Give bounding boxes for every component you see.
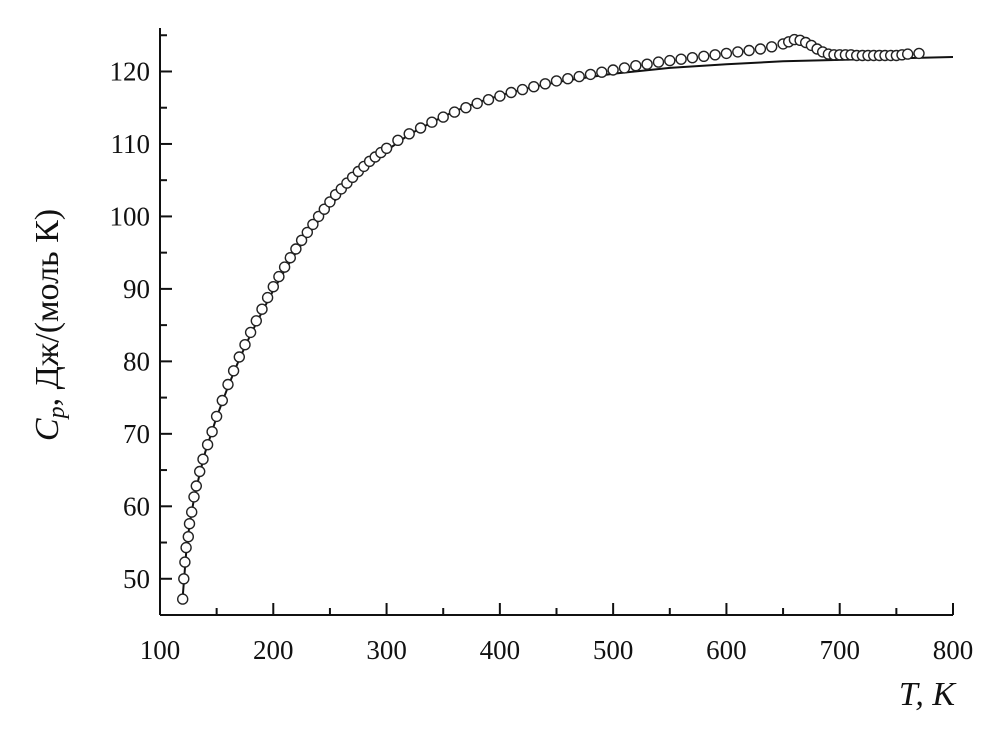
data-point xyxy=(307,218,319,231)
data-point xyxy=(754,43,767,55)
data-point xyxy=(596,66,608,78)
data-point xyxy=(675,53,687,65)
data-point xyxy=(206,426,218,438)
data-point xyxy=(318,203,330,215)
data-point xyxy=(227,365,240,377)
data-point xyxy=(550,75,563,87)
data-point xyxy=(284,252,296,264)
data-points-group xyxy=(176,33,925,605)
x-tick-label: 300 xyxy=(366,635,407,665)
data-point xyxy=(278,261,291,273)
data-point xyxy=(380,142,393,155)
data-point xyxy=(183,518,196,530)
data-point xyxy=(709,49,721,61)
data-point xyxy=(720,47,733,60)
data-point xyxy=(686,52,699,64)
data-point xyxy=(539,78,551,90)
fit-curve xyxy=(181,56,954,597)
data-point xyxy=(414,122,427,134)
y-axis-title-subscript: p xyxy=(44,406,70,420)
data-point xyxy=(178,573,190,585)
fit-curve-group xyxy=(181,56,954,597)
data-point xyxy=(584,68,597,81)
x-tick-label: 500 xyxy=(593,635,634,665)
data-point xyxy=(190,480,203,492)
ticks: 100 200 300 400 500 600 700 800 50 60 70 80 90 100 110… xyxy=(110,34,974,665)
y-axis-title: Cp, Дж/(моль К) xyxy=(29,209,70,441)
data-point xyxy=(256,303,268,315)
data-point xyxy=(743,44,755,57)
data-point xyxy=(902,48,914,60)
data-point xyxy=(185,506,198,518)
data-point xyxy=(630,59,642,72)
data-point xyxy=(482,93,495,106)
data-point xyxy=(182,531,195,543)
data-point xyxy=(295,234,308,247)
y-tick-label: 90 xyxy=(123,274,150,304)
x-tick-label: 100 xyxy=(140,635,181,665)
y-tick-label: 80 xyxy=(123,346,150,376)
x-tick-label: 400 xyxy=(480,635,521,665)
x-tick-label: 600 xyxy=(706,635,747,665)
data-point xyxy=(197,453,209,465)
data-point xyxy=(766,41,778,53)
data-point xyxy=(201,439,214,451)
data-point xyxy=(652,56,665,68)
x-axis-title-symbol: T xyxy=(899,676,920,713)
data-point xyxy=(607,64,619,76)
data-point xyxy=(180,541,192,554)
data-point xyxy=(239,339,251,351)
y-tick-label: 100 xyxy=(110,201,151,231)
data-point xyxy=(392,134,404,147)
data-point xyxy=(250,315,262,327)
x-tick-label: 700 xyxy=(819,635,860,665)
data-point xyxy=(244,326,257,339)
x-tick-label: 200 xyxy=(253,635,294,665)
axes xyxy=(159,28,953,616)
data-point xyxy=(233,351,246,363)
data-point xyxy=(664,54,676,67)
data-point xyxy=(618,62,631,74)
data-point xyxy=(562,72,574,85)
y-tick-label: 60 xyxy=(123,491,150,521)
data-point xyxy=(437,111,449,123)
x-axis-title: T, K xyxy=(899,676,957,713)
data-point xyxy=(505,86,517,99)
data-point xyxy=(176,593,189,605)
y-tick-label: 70 xyxy=(123,419,150,449)
x-axis-title-unit: , K xyxy=(915,676,957,713)
data-point xyxy=(913,47,925,60)
y-axis-title-symbol: C xyxy=(29,418,66,441)
data-point xyxy=(698,50,710,62)
data-point xyxy=(732,46,744,58)
data-point xyxy=(216,394,229,407)
x-tick-label: 800 xyxy=(933,635,974,665)
data-point xyxy=(290,243,302,255)
data-point xyxy=(426,116,438,128)
data-point xyxy=(516,83,529,96)
data-point xyxy=(301,226,313,239)
data-point xyxy=(222,378,234,391)
data-point xyxy=(448,106,461,118)
data-point xyxy=(179,556,191,568)
data-point xyxy=(494,90,506,102)
data-point xyxy=(471,97,483,110)
y-tick-label: 110 xyxy=(111,129,151,159)
data-point xyxy=(267,281,279,293)
data-point xyxy=(210,410,223,423)
data-point xyxy=(188,491,200,503)
y-tick-label: 120 xyxy=(110,56,151,86)
y-tick-label: 50 xyxy=(123,564,150,594)
data-point xyxy=(573,70,585,83)
data-point xyxy=(641,58,653,70)
data-point xyxy=(460,101,472,114)
data-point xyxy=(403,128,415,140)
data-point xyxy=(193,465,206,478)
y-axis-title-unit: , Дж/(моль К) xyxy=(29,209,66,407)
data-point xyxy=(261,291,274,304)
data-point xyxy=(528,80,540,93)
data-point xyxy=(273,270,285,283)
